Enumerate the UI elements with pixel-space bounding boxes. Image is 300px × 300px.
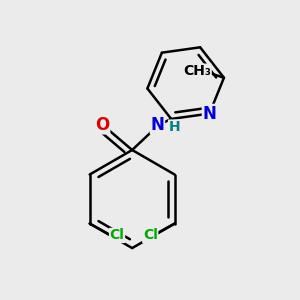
Text: N: N [151,116,164,134]
Text: Cl: Cl [143,229,158,242]
Text: H: H [169,120,180,134]
Text: N: N [202,105,216,123]
Text: Cl: Cl [110,229,124,242]
Text: O: O [95,116,110,134]
Text: CH₃: CH₃ [183,64,211,78]
